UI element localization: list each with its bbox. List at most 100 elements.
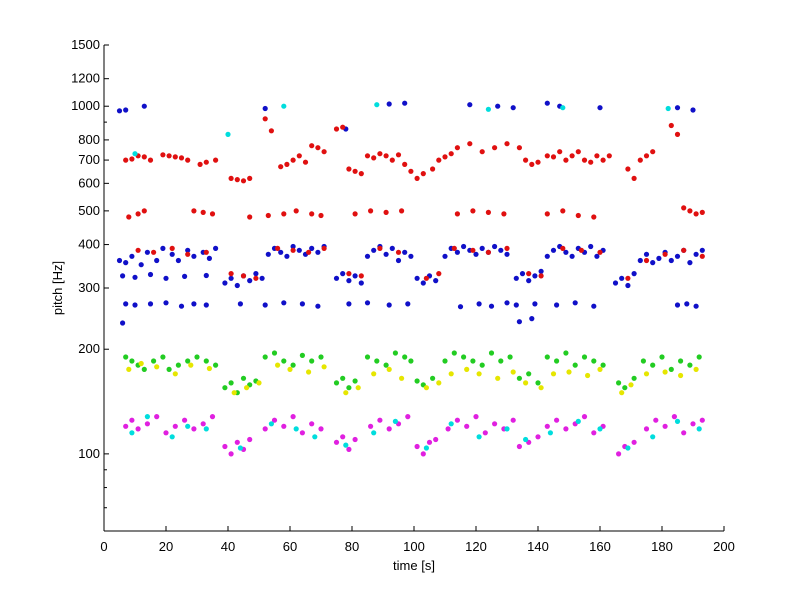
data-point (485, 249, 491, 255)
data-point (377, 417, 383, 423)
data-point (290, 414, 296, 420)
data-point (352, 211, 358, 217)
data-point (544, 100, 550, 106)
data-point (423, 275, 429, 281)
y-tick-label: 500 (78, 203, 100, 218)
data-point (268, 421, 274, 427)
data-point (674, 253, 681, 259)
data-point (135, 247, 141, 253)
data-point (147, 157, 154, 163)
data-point (594, 253, 600, 259)
data-point (135, 211, 141, 217)
data-point (668, 366, 674, 372)
x-tick-label: 160 (589, 539, 611, 554)
data-point (662, 369, 668, 375)
data-point (225, 131, 231, 137)
data-point (637, 257, 643, 264)
data-point (451, 350, 457, 356)
data-point (485, 209, 491, 215)
data-point (402, 161, 408, 167)
data-point (625, 445, 631, 451)
data-point (203, 272, 209, 279)
data-point (371, 371, 377, 377)
data-point (253, 275, 259, 281)
data-point (535, 380, 541, 386)
data-point (259, 275, 265, 281)
data-point (126, 366, 132, 372)
data-point (364, 153, 371, 159)
data-point (346, 271, 352, 277)
data-point (516, 319, 523, 325)
data-point (578, 247, 585, 253)
data-point (116, 257, 123, 264)
data-point (346, 301, 352, 307)
data-point (399, 375, 405, 381)
data-point (141, 154, 147, 160)
data-point (333, 439, 340, 445)
data-point (473, 251, 479, 257)
data-point (240, 375, 247, 381)
data-point (550, 154, 557, 160)
data-point (213, 362, 219, 368)
data-point (256, 380, 262, 386)
data-point (532, 273, 538, 279)
data-point (228, 271, 234, 277)
data-point (321, 245, 327, 251)
y-tick-label: 700 (78, 152, 100, 167)
data-point (315, 303, 321, 309)
data-point (504, 141, 510, 147)
data-point (293, 208, 299, 214)
data-point (383, 251, 389, 257)
data-point (566, 369, 572, 375)
data-point (681, 247, 687, 253)
data-point (464, 423, 470, 429)
data-point (687, 362, 693, 368)
data-point (231, 390, 237, 396)
data-point (374, 102, 380, 108)
data-point (643, 426, 650, 432)
data-point (535, 434, 541, 440)
data-point (662, 251, 668, 257)
data-point (147, 271, 154, 278)
data-point (389, 245, 395, 251)
data-point (693, 366, 699, 372)
data-point (290, 243, 296, 250)
x-tick-label: 80 (345, 539, 359, 554)
data-point (175, 257, 181, 264)
data-point (575, 418, 581, 424)
data-point (386, 366, 392, 372)
data-point (296, 153, 302, 159)
data-point (284, 161, 290, 167)
data-point (526, 271, 532, 277)
data-point (386, 101, 392, 107)
data-point (612, 280, 619, 286)
data-point (631, 439, 637, 445)
data-point (619, 275, 625, 281)
data-point (194, 354, 200, 360)
data-point (377, 151, 383, 157)
data-point (473, 414, 479, 420)
data-point (120, 273, 126, 279)
data-point (116, 108, 123, 114)
data-point (470, 208, 476, 214)
data-point (271, 417, 278, 423)
data-point (436, 380, 442, 386)
data-point (628, 382, 634, 388)
data-point (144, 414, 150, 420)
data-point (504, 251, 510, 257)
data-point (135, 426, 141, 432)
data-point (402, 100, 408, 106)
data-point (206, 255, 212, 261)
data-point (309, 421, 315, 427)
data-point (247, 278, 253, 284)
data-point (129, 156, 135, 162)
data-point (690, 107, 696, 113)
data-point (160, 245, 166, 251)
data-point (597, 249, 603, 255)
data-point (687, 208, 693, 214)
data-point (575, 212, 581, 219)
data-point (402, 249, 408, 255)
data-point (488, 350, 495, 356)
data-point (234, 282, 240, 289)
